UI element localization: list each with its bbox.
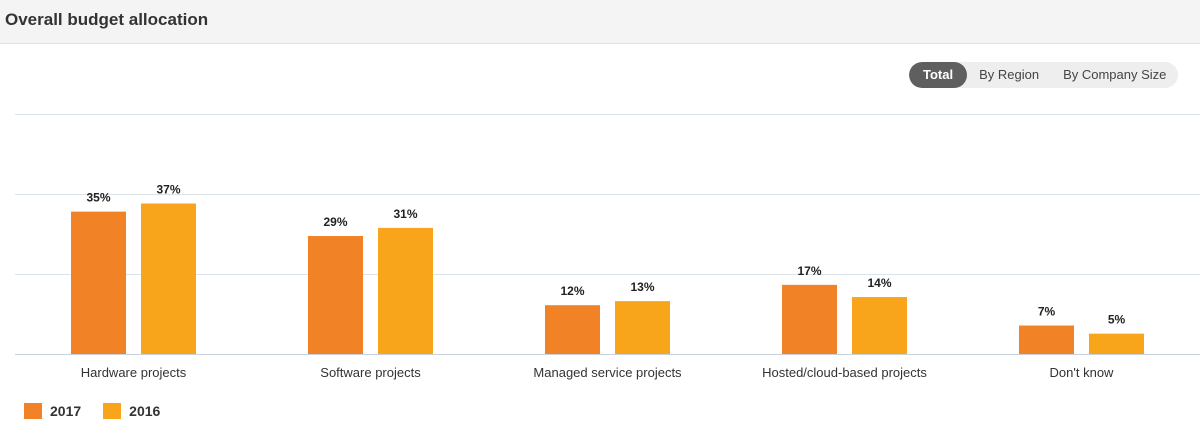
x-tick-label: Don't know (1050, 365, 1115, 380)
tab-by-region[interactable]: By Region (979, 67, 1040, 82)
legend-item-2016[interactable]: 2016 (103, 403, 160, 419)
legend-label-2017: 2017 (50, 403, 82, 419)
legend-label-2016: 2016 (129, 403, 161, 419)
chart-title: Overall budget allocation (5, 10, 209, 29)
view-tabs: Total By Region By Company Size (909, 62, 1179, 88)
tab-by-company-size[interactable]: By Company Size (1063, 67, 1167, 82)
data-label: 31% (393, 207, 417, 221)
data-label: 29% (323, 215, 347, 229)
x-tick-label: Hardware projects (81, 365, 187, 380)
bar-software-projects-2016 (378, 227, 433, 354)
chart-legend: 2017 2016 (24, 403, 182, 419)
data-label: 35% (86, 191, 110, 205)
data-label: 7% (1038, 305, 1056, 319)
bar-software-projects-2017 (308, 236, 363, 354)
tab-total[interactable]: Total (909, 62, 968, 88)
data-label: 37% (156, 182, 180, 196)
bar-hardware-projects-2016 (141, 203, 196, 354)
bar-hosted-cloud-based-projects-2017 (782, 284, 837, 354)
x-tick-label: Managed service projects (533, 365, 682, 380)
chart-header: Overall budget allocation (0, 0, 1200, 44)
bar-don-t-know-2017 (1019, 325, 1074, 354)
bar-chart: 35% 37% Hardware projects 29% 31% Software pr… (15, 114, 1200, 380)
bar-don-t-know-2016 (1089, 333, 1144, 354)
bar-hosted-cloud-based-projects-2016 (852, 297, 907, 354)
bar-managed-service-projects-2017 (545, 305, 600, 354)
data-label: 14% (867, 276, 891, 290)
data-label: 13% (630, 280, 654, 294)
x-tick-label: Software projects (320, 365, 421, 380)
legend-swatch-2017 (24, 403, 42, 419)
data-label: 12% (560, 284, 584, 298)
legend-swatch-2016 (103, 403, 122, 419)
x-tick-label: Hosted/cloud-based projects (762, 365, 927, 380)
data-label: 5% (1108, 313, 1126, 327)
legend-item-2017[interactable]: 2017 (24, 403, 81, 419)
bar-hardware-projects-2017 (71, 211, 126, 354)
data-label: 17% (797, 264, 821, 278)
bar-managed-service-projects-2016 (615, 301, 670, 354)
